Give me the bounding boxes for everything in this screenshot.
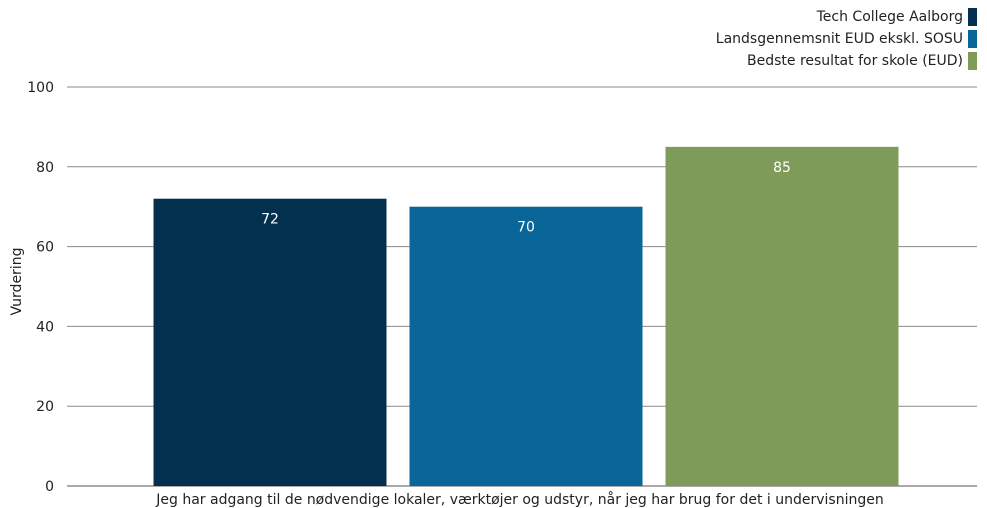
y-tick-label: 60 (36, 240, 54, 256)
legend-label: Tech College Aalborg (816, 9, 963, 25)
legend-swatch (968, 52, 977, 70)
legend-swatch (968, 8, 977, 26)
legend-item-bedste-resultat: Bedste resultat for skole (EUD) (716, 50, 977, 72)
bar-value-label: 85 (773, 160, 791, 176)
y-tick-label: 0 (45, 479, 54, 495)
bar-value-label: 72 (261, 212, 279, 228)
bar (409, 206, 643, 486)
legend-item-landsgennemsnit: Landsgennemsnit EUD ekskl. SOSU (716, 28, 977, 50)
x-category-label: Jeg har adgang til de nødvendige lokaler… (155, 491, 883, 508)
bar (153, 198, 387, 486)
y-tick-label: 20 (36, 399, 54, 415)
bar (665, 146, 899, 486)
legend-item-tech-college-aalborg: Tech College Aalborg (716, 6, 977, 28)
y-tick-label: 40 (36, 319, 54, 335)
legend-label: Landsgennemsnit EUD ekskl. SOSU (715, 31, 963, 47)
y-axis-title: Vurdering (9, 248, 25, 316)
legend: Tech College Aalborg Landsgennemsnit EUD… (716, 6, 977, 72)
y-tick-label: 80 (36, 160, 54, 176)
y-tick-label: 100 (27, 80, 54, 96)
bar-value-label: 70 (517, 220, 535, 236)
legend-swatch (968, 30, 977, 48)
legend-label: Bedste resultat for skole (EUD) (747, 53, 963, 69)
